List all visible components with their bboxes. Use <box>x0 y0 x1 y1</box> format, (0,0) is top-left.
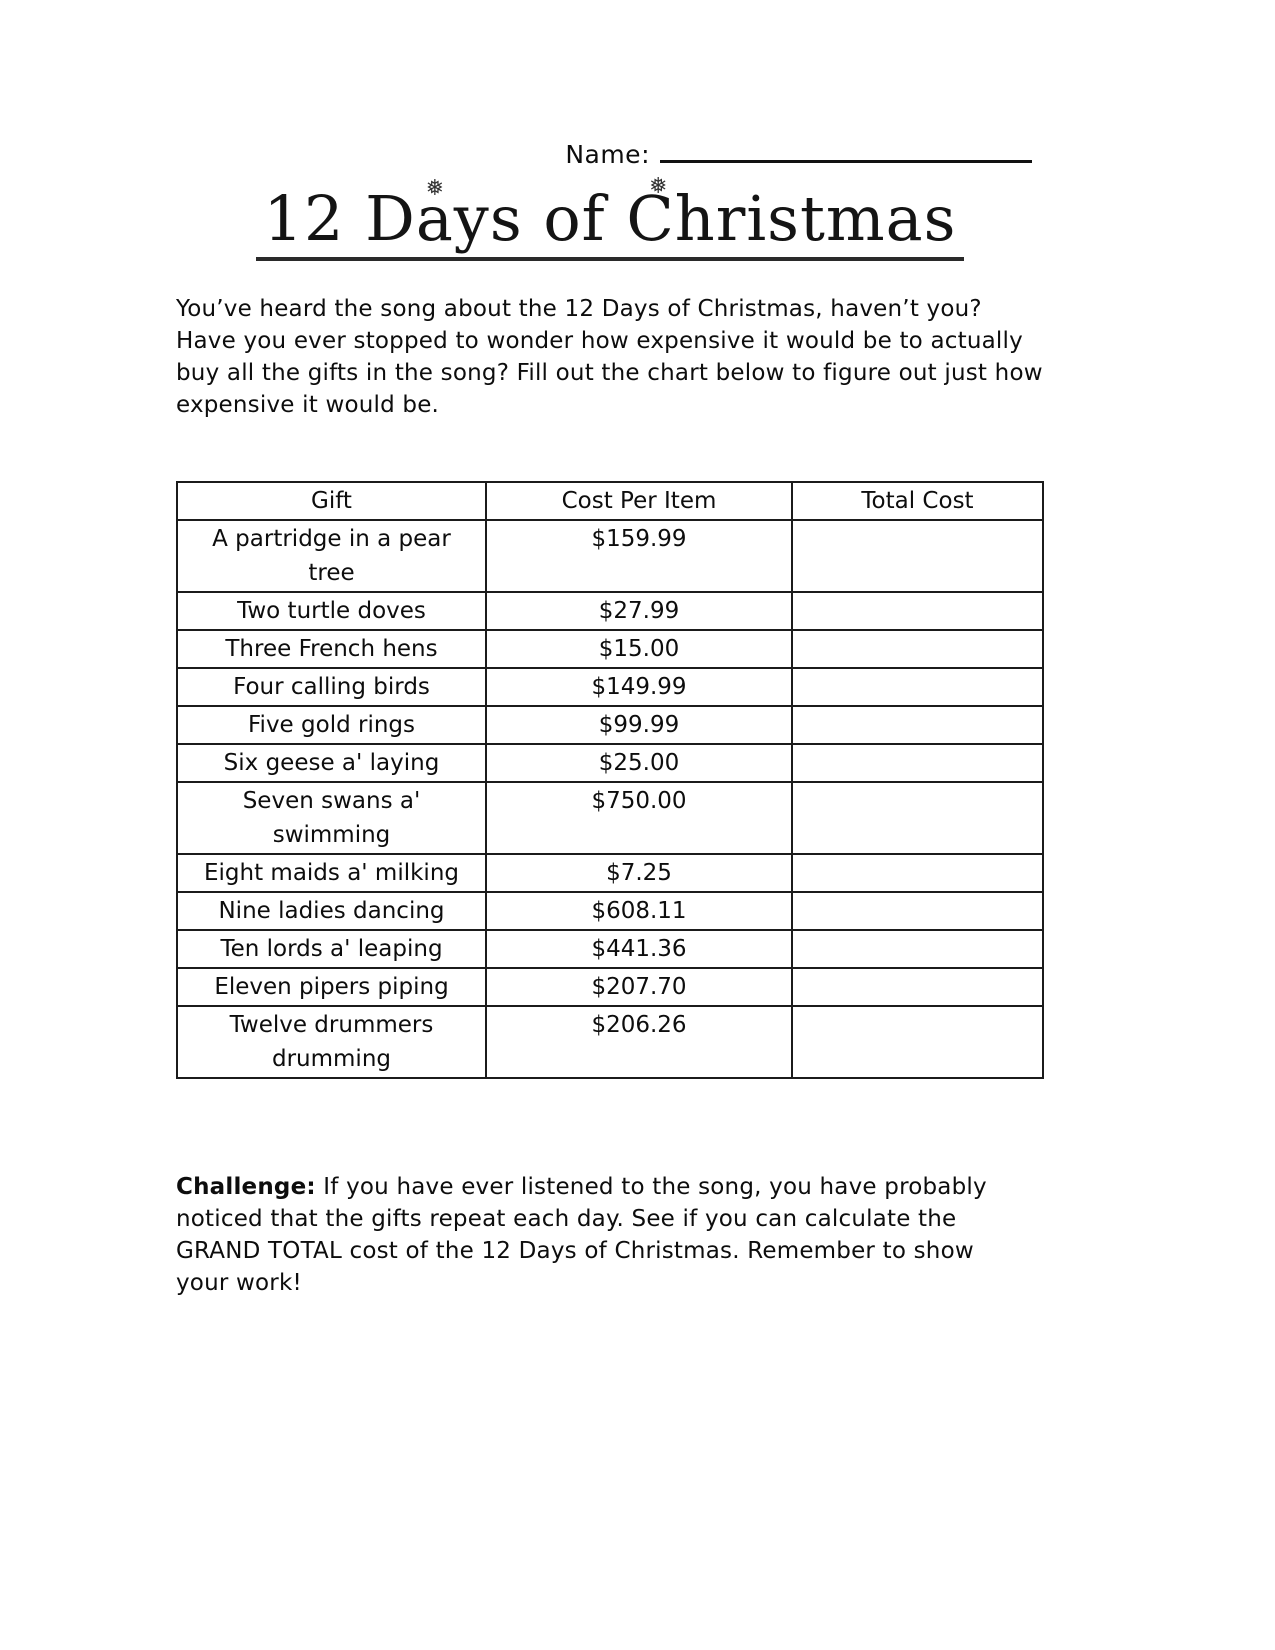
total-cell <box>791 891 1044 932</box>
gift-cell: Two turtle doves <box>176 591 487 632</box>
total-cell <box>791 705 1044 746</box>
total-cell <box>791 929 1044 970</box>
table-row: Seven swans a' swimming $750.00 <box>176 781 1044 856</box>
page-title-text: 12 Days of Christmas <box>263 182 957 255</box>
cost-cell: $750.00 <box>485 781 793 856</box>
table-row: Five gold rings $99.99 <box>176 705 1044 746</box>
gift-cell: Nine ladies dancing <box>176 891 487 932</box>
cost-cell: $207.70 <box>485 967 793 1008</box>
column-header-total-cost: Total Cost <box>791 481 1044 522</box>
total-cell <box>791 853 1044 894</box>
table-row: Two turtle doves $27.99 <box>176 591 1044 632</box>
intro-paragraph: You’ve heard the song about the 12 Days … <box>176 296 1043 419</box>
table-row: Eight maids a' milking $7.25 <box>176 853 1044 894</box>
cost-cell: $441.36 <box>485 929 793 970</box>
table-row: Four calling birds $149.99 <box>176 667 1044 708</box>
total-cell <box>791 519 1044 594</box>
table-row: Twelve drummers drumming $206.26 <box>176 1005 1044 1080</box>
total-cell <box>791 629 1044 670</box>
challenge-paragraph: Challenge: If you have ever listened to … <box>176 1171 1026 1299</box>
table-row: Three French hens $15.00 <box>176 629 1044 670</box>
cost-cell: $15.00 <box>485 629 793 670</box>
name-row: Name: <box>176 138 1044 172</box>
column-header-gift: Gift <box>176 481 487 522</box>
gift-cell: Four calling birds <box>176 667 487 708</box>
total-cell <box>791 743 1044 784</box>
gift-cell: Eleven pipers piping <box>176 967 487 1008</box>
gift-cell: Twelve drummers drumming <box>176 1005 487 1080</box>
cost-cell: $25.00 <box>485 743 793 784</box>
cost-cell: $99.99 <box>485 705 793 746</box>
challenge-label: Challenge: <box>176 1174 316 1201</box>
gift-cell: A partridge in a pear tree <box>176 519 487 594</box>
gift-cell: Ten lords a' leaping <box>176 929 487 970</box>
cost-table: Gift Cost Per Item Total Cost A partridg… <box>176 481 1044 1080</box>
total-cell <box>791 781 1044 856</box>
gift-cell: Five gold rings <box>176 705 487 746</box>
total-cell <box>791 667 1044 708</box>
cost-cell: $608.11 <box>485 891 793 932</box>
table-row: Eleven pipers piping $207.70 <box>176 967 1044 1008</box>
snowflake-icon: ❅ <box>425 176 446 201</box>
challenge-text: If you have ever listened to the song, y… <box>176 1174 987 1297</box>
gift-cell: Seven swans a' swimming <box>176 781 487 856</box>
column-header-cost-per-item: Cost Per Item <box>485 481 793 522</box>
table-row: Six geese a' laying $25.00 <box>176 743 1044 784</box>
gift-cell: Six geese a' laying <box>176 743 487 784</box>
name-label: Name: <box>565 140 650 169</box>
cost-cell: $149.99 <box>485 667 793 708</box>
name-blank-line <box>660 141 1032 163</box>
cost-cell: $27.99 <box>485 591 793 632</box>
table-header-row: Gift Cost Per Item Total Cost <box>176 481 1044 522</box>
title-wrap: ❅ ❅ 12 Days of Christmas <box>176 176 1044 262</box>
table-row: A partridge in a pear tree $159.99 <box>176 519 1044 594</box>
total-cell <box>791 967 1044 1008</box>
cost-cell: $7.25 <box>485 853 793 894</box>
table-row: Nine ladies dancing $608.11 <box>176 891 1044 932</box>
total-cell <box>791 1005 1044 1080</box>
page-content: Name: ❅ ❅ 12 Days of Christmas You’ve he… <box>176 0 1044 1299</box>
total-cell <box>791 591 1044 632</box>
snowflake-icon: ❅ <box>648 174 669 199</box>
table-row: Ten lords a' leaping $441.36 <box>176 929 1044 970</box>
gift-cell: Three French hens <box>176 629 487 670</box>
cost-cell: $159.99 <box>485 519 793 594</box>
cost-cell: $206.26 <box>485 1005 793 1080</box>
gift-cell: Eight maids a' milking <box>176 853 487 894</box>
page-title: ❅ ❅ 12 Days of Christmas <box>255 176 965 262</box>
